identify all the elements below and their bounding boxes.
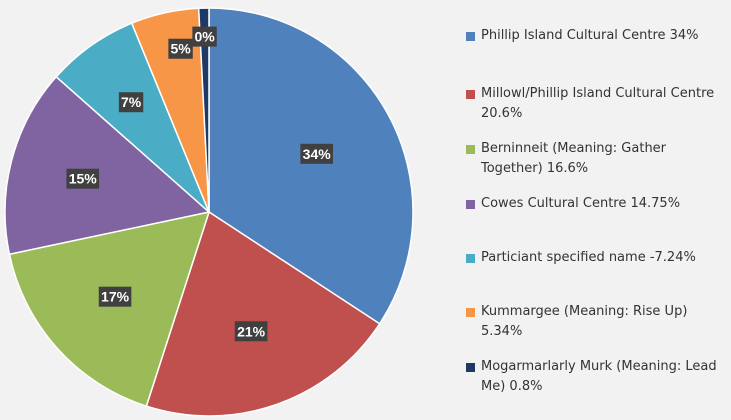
data-label-box (98, 286, 132, 307)
data-label-box (66, 168, 100, 189)
data-label-text: 15% (69, 171, 98, 187)
pie-data-label-4: 15% (66, 168, 100, 189)
data-label-text: 34% (303, 146, 332, 162)
pie-data-label-1: 34% (300, 143, 333, 164)
pie-slice-4 (4, 75, 211, 256)
pie-chart: 34% 21% 17% 15% 7% 5%0% (4, 7, 414, 417)
legend-swatch (466, 32, 475, 41)
legend-label: Particiant specified name -7.24% (481, 250, 696, 265)
legend-swatch (466, 90, 475, 99)
data-label-text: 5% (170, 41, 191, 57)
pie-data-labels: 34% 21% 17% 15% 7% 5%0% (66, 26, 333, 342)
legend-swatch (466, 200, 475, 209)
legend-label: Berninneit (Meaning: Gather Together) 16… (481, 141, 667, 176)
data-label-box (234, 321, 268, 342)
pie-data-label-5: 7% (118, 92, 144, 113)
pie-data-label-2: 21% (234, 321, 268, 342)
legend-label: Millowl/Phillip Island Cultural Centre 2… (481, 86, 715, 121)
pie-data-label-3: 17% (98, 286, 132, 307)
pie-slice-3 (8, 210, 211, 408)
data-label-text: 21% (237, 323, 266, 339)
data-label-text: 7% (121, 94, 142, 110)
legend-swatch (466, 145, 475, 154)
data-label-box (168, 38, 193, 59)
legend-item-7: Mogarmarlarly Murk (Meaning: Lead Me) 0.… (466, 357, 728, 397)
pie-slice-7 (197, 7, 210, 213)
legend-label: Cowes Cultural Centre 14.75% (481, 196, 681, 211)
legend-item-1: Phillip Island Cultural Centre 34% (466, 26, 728, 46)
pie-slice-2 (145, 210, 381, 417)
legend-swatch (466, 254, 475, 263)
pie-slices (4, 7, 414, 417)
legend-label: Mogarmarlarly Murk (Meaning: Lead Me) 0.… (481, 359, 717, 394)
data-label-box (300, 143, 333, 164)
data-label-box (118, 92, 144, 113)
pie-data-label-7: 0% (192, 26, 217, 47)
data-label-box (192, 26, 217, 47)
data-label-text: 17% (101, 289, 130, 305)
legend-item-5: Particiant specified name -7.24% (466, 248, 728, 268)
legend-swatch (466, 308, 475, 317)
legend-item-2: Millowl/Phillip Island Cultural Centre 2… (466, 84, 728, 124)
legend-item-6: Kummargee (Meaning: Rise Up) 5.34% (466, 302, 728, 342)
legend-item-3: Berninneit (Meaning: Gather Together) 16… (466, 139, 728, 179)
data-label-text: 0% (194, 29, 215, 45)
legend-label: Phillip Island Cultural Centre 34% (481, 28, 699, 43)
legend-swatch (466, 363, 475, 372)
legend-label: Kummargee (Meaning: Rise Up) 5.34% (481, 304, 688, 339)
pie-data-label-6: 5% (168, 38, 193, 59)
legend-item-4: Cowes Cultural Centre 14.75% (466, 194, 728, 214)
